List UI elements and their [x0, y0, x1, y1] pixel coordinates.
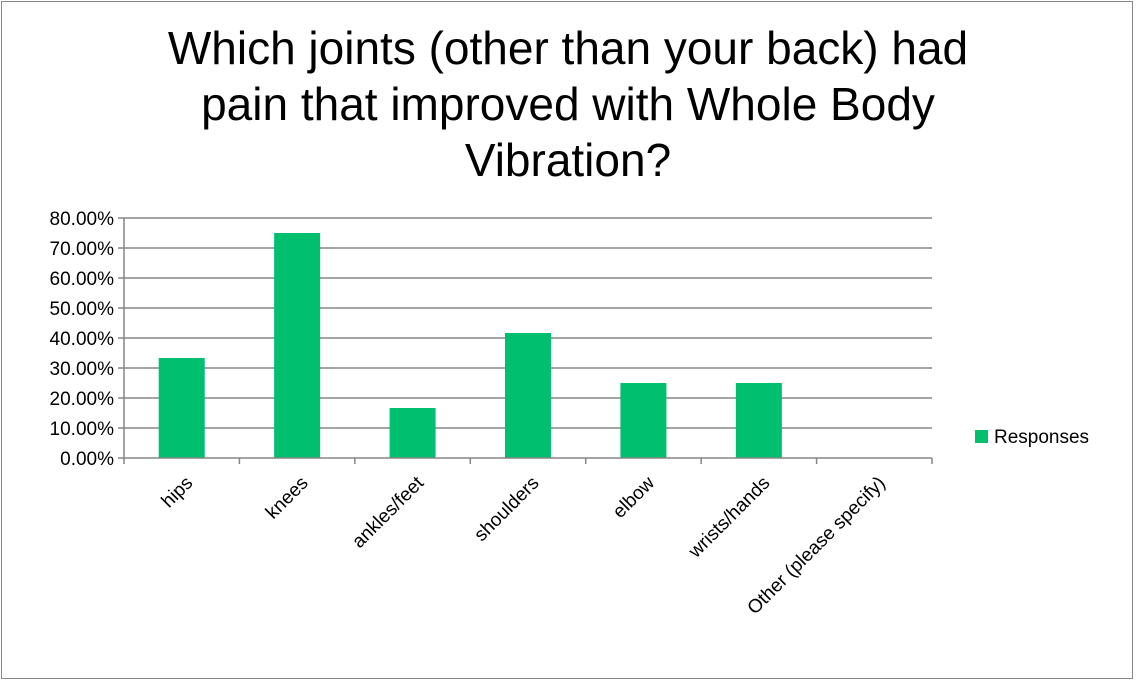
- y-tick-label: 50.00%: [50, 299, 115, 320]
- gridlines: [124, 217, 932, 429]
- y-tick-label: 30.00%: [50, 359, 115, 380]
- y-tick-label: 40.00%: [50, 329, 115, 350]
- x-tick-label: hips: [158, 473, 197, 512]
- y-tick-label: 70.00%: [50, 239, 115, 260]
- y-tick-label: 20.00%: [50, 389, 115, 410]
- chart-title: Which joints (other than your back) had …: [168, 22, 968, 186]
- bar-wrists-hands: [735, 383, 782, 458]
- x-tick-labels: hips knees ankles/feet shoulders elbow wrists…: [158, 472, 890, 619]
- y-tick-label: 10.00%: [50, 419, 115, 440]
- chart-title-line-2: pain that improved with Whole Body: [201, 78, 935, 130]
- x-tick-label: wrists/hands: [684, 473, 774, 563]
- bar-elbow: [620, 383, 667, 458]
- legend-swatch: [975, 430, 988, 443]
- y-tick-labels: 0.00% 10.00% 20.00% 30.00% 40.00% 50.00% 60.00…: [50, 209, 115, 470]
- x-tick-label: elbow: [609, 472, 659, 522]
- bar-hips: [158, 358, 205, 458]
- x-tick-label: knees: [262, 473, 313, 524]
- x-tick-label: ankles/feet: [348, 472, 428, 552]
- axes: [118, 217, 933, 464]
- legend-label: Responses: [994, 427, 1089, 448]
- chart-title-line-1: Which joints (other than your back) had: [168, 22, 968, 74]
- y-tick-label: 80.00%: [50, 209, 115, 230]
- y-tick-label: 0.00%: [60, 449, 114, 470]
- chart-title-line-3: Vibration?: [465, 134, 671, 186]
- bar-knees: [274, 233, 321, 458]
- bars: [158, 233, 782, 458]
- legend: Responses: [975, 427, 1089, 448]
- bar-ankles-feet: [389, 407, 436, 458]
- y-tick-label: 60.00%: [50, 269, 115, 290]
- bar-shoulders: [505, 332, 551, 458]
- x-tick-label: shoulders: [470, 473, 543, 546]
